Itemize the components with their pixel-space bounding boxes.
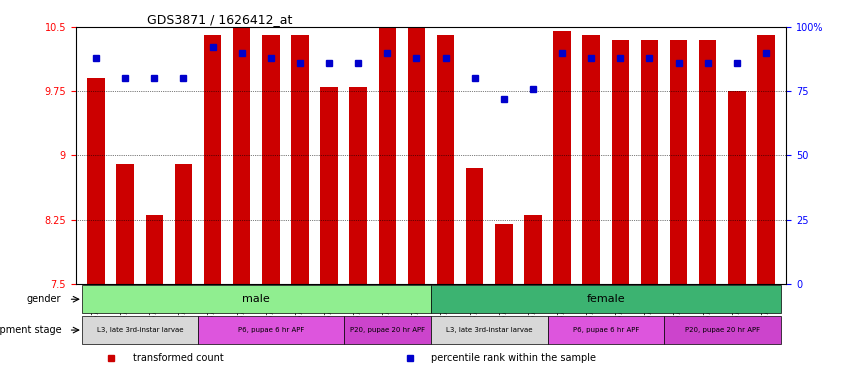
Bar [350, 87, 367, 284]
Bar [495, 224, 512, 284]
Bar [291, 35, 309, 284]
Bar [87, 78, 105, 284]
Bar [728, 91, 746, 284]
FancyBboxPatch shape [431, 316, 547, 344]
Bar [408, 27, 426, 284]
Bar [175, 164, 193, 284]
Text: development stage: development stage [0, 325, 61, 335]
Text: P6, pupae 6 hr APF: P6, pupae 6 hr APF [573, 327, 639, 333]
Bar [116, 164, 134, 284]
Bar [583, 35, 600, 284]
FancyBboxPatch shape [664, 316, 780, 344]
Bar [699, 40, 717, 284]
Text: GDS3871 / 1626412_at: GDS3871 / 1626412_at [146, 13, 292, 26]
FancyBboxPatch shape [344, 316, 431, 344]
Text: gender: gender [27, 294, 61, 304]
FancyBboxPatch shape [547, 316, 664, 344]
Text: percentile rank within the sample: percentile rank within the sample [431, 353, 596, 363]
FancyBboxPatch shape [82, 285, 431, 313]
Bar [611, 40, 629, 284]
Bar [466, 168, 484, 284]
FancyBboxPatch shape [198, 316, 344, 344]
Bar [669, 40, 687, 284]
Text: L3, late 3rd-instar larvae: L3, late 3rd-instar larvae [446, 327, 532, 333]
Bar [320, 87, 338, 284]
Text: male: male [242, 294, 270, 304]
Bar [524, 215, 542, 284]
Text: P20, pupae 20 hr APF: P20, pupae 20 hr APF [685, 327, 759, 333]
FancyBboxPatch shape [82, 316, 198, 344]
Bar [641, 40, 659, 284]
Text: transformed count: transformed count [133, 353, 224, 363]
Text: female: female [586, 294, 625, 304]
Bar [262, 35, 279, 284]
Bar [553, 31, 571, 284]
Bar [233, 27, 251, 284]
Bar [378, 27, 396, 284]
Bar [204, 35, 221, 284]
Text: P6, pupae 6 hr APF: P6, pupae 6 hr APF [238, 327, 304, 333]
Bar [436, 35, 454, 284]
Text: L3, late 3rd-instar larvae: L3, late 3rd-instar larvae [97, 327, 183, 333]
FancyBboxPatch shape [431, 285, 780, 313]
Bar [757, 35, 775, 284]
Bar [145, 215, 163, 284]
Text: P20, pupae 20 hr APF: P20, pupae 20 hr APF [350, 327, 425, 333]
